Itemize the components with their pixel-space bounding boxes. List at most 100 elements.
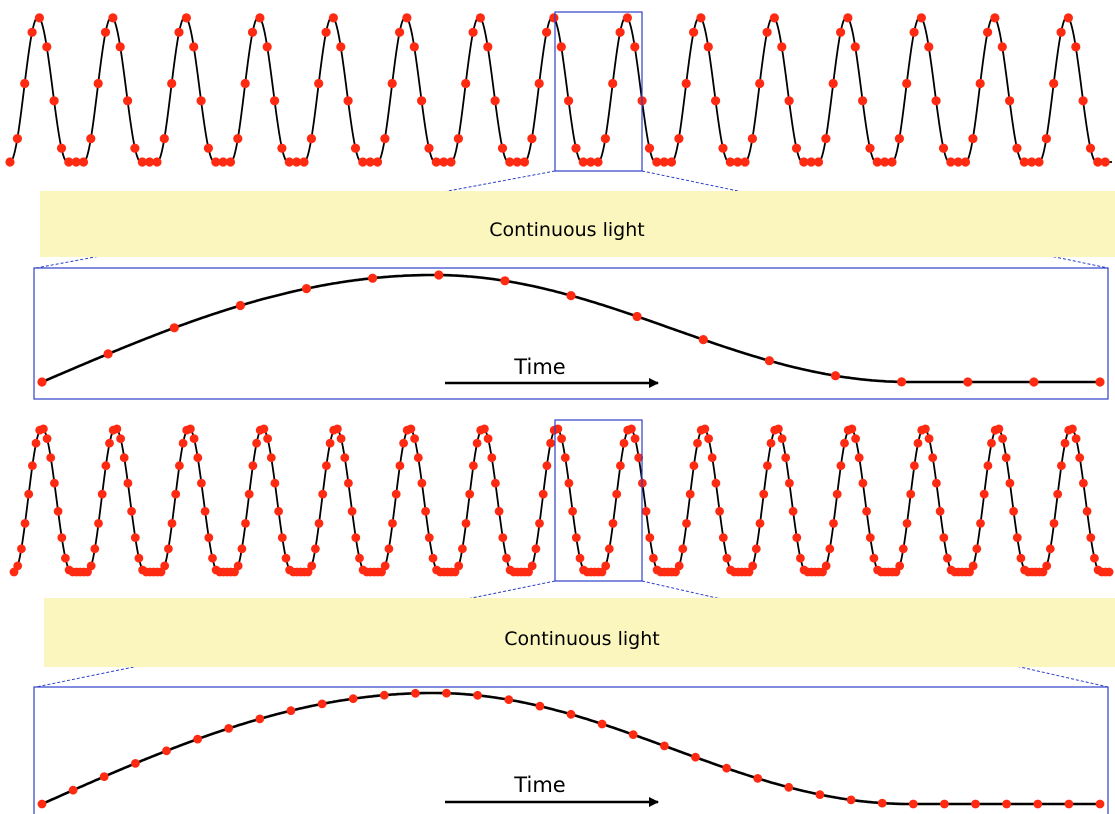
sample-point xyxy=(711,478,721,488)
sample-point xyxy=(674,134,684,144)
sample-point xyxy=(317,699,327,709)
sample-point xyxy=(722,553,732,563)
sample-point xyxy=(224,724,234,733)
sample-point xyxy=(777,434,787,443)
sample-point xyxy=(1045,544,1055,554)
sample-point xyxy=(1027,157,1037,167)
sample-point xyxy=(322,461,331,471)
sample-point xyxy=(37,377,47,387)
sample-point xyxy=(1005,96,1015,106)
sample-point xyxy=(946,157,956,167)
sample-point xyxy=(42,42,52,52)
sample-point xyxy=(252,438,261,448)
sample-point xyxy=(1095,377,1105,387)
sample-point xyxy=(1012,143,1022,153)
sample-point xyxy=(424,143,434,153)
sample-point xyxy=(1100,157,1110,167)
sample-point xyxy=(725,157,735,167)
sample-point xyxy=(491,478,500,488)
sample-point xyxy=(196,96,206,106)
dense-zoom-line xyxy=(41,691,1100,806)
sample-point xyxy=(498,533,508,542)
sample-point xyxy=(759,489,769,499)
sample-point xyxy=(938,143,949,153)
sample-point xyxy=(784,782,794,792)
sample-point xyxy=(718,533,728,542)
sample-point xyxy=(840,438,849,448)
sample-point xyxy=(130,143,140,153)
sample-point xyxy=(159,134,169,144)
sample-point xyxy=(1090,553,1099,563)
sample-point xyxy=(785,478,794,488)
sample-point xyxy=(355,553,364,563)
sample-point xyxy=(333,424,342,434)
sample-point xyxy=(301,284,312,294)
sample-point xyxy=(627,424,636,434)
sample-point xyxy=(20,519,30,528)
dense-selection-box xyxy=(554,419,643,582)
sparse-zoom-curve xyxy=(37,270,1105,387)
sample-point xyxy=(112,424,122,434)
sample-point xyxy=(766,438,776,448)
sample-point xyxy=(902,519,912,528)
sample-point xyxy=(1056,27,1066,37)
sample-point xyxy=(391,489,401,499)
dense-zoom-frame xyxy=(33,686,1109,814)
sample-point xyxy=(902,78,912,89)
sample-point xyxy=(311,544,320,554)
sample-point xyxy=(160,561,170,571)
sample-point xyxy=(134,553,144,563)
sample-point xyxy=(461,78,471,89)
sample-point xyxy=(131,759,140,768)
sample-point xyxy=(266,453,276,463)
sample-point xyxy=(913,438,923,448)
sample-point xyxy=(527,134,537,144)
sample-point xyxy=(424,533,434,542)
sample-point xyxy=(763,461,772,471)
sample-point xyxy=(549,13,559,23)
sample-point xyxy=(1002,799,1011,809)
sample-point xyxy=(953,157,963,167)
sample-point xyxy=(939,533,949,542)
sample-point xyxy=(399,438,408,448)
sample-point xyxy=(813,157,824,167)
sample-point xyxy=(711,96,721,106)
sample-point xyxy=(1071,434,1081,443)
sample-point xyxy=(299,157,309,167)
sample-point xyxy=(37,799,47,809)
sample-point xyxy=(681,78,691,89)
sample-point xyxy=(880,157,890,167)
sample-point xyxy=(446,157,456,167)
sample-point xyxy=(527,561,537,571)
sample-point xyxy=(458,544,467,554)
sample-point xyxy=(53,506,63,516)
sample-point xyxy=(1082,506,1092,516)
sample-point xyxy=(439,157,449,167)
sample-point xyxy=(700,424,710,434)
sample-point xyxy=(181,13,191,23)
sample-point xyxy=(645,533,655,542)
sample-point xyxy=(348,694,358,704)
sample-point xyxy=(815,790,825,799)
sample-point xyxy=(347,506,357,516)
sample-point xyxy=(983,461,993,471)
sample-point xyxy=(388,519,397,528)
sample-point xyxy=(531,544,541,554)
sample-point xyxy=(174,27,184,37)
sample-point xyxy=(292,157,302,167)
sample-point xyxy=(674,561,684,571)
sample-point xyxy=(693,438,702,448)
sample-point xyxy=(475,13,485,23)
sample-point xyxy=(571,143,581,153)
sample-point xyxy=(652,157,662,167)
sample-point xyxy=(127,506,136,516)
sample-point xyxy=(774,424,783,434)
sample-point xyxy=(442,688,451,698)
time-label: Time xyxy=(513,355,565,379)
sample-point xyxy=(5,157,15,167)
sample-point xyxy=(277,533,287,542)
sample-point xyxy=(601,561,611,571)
sample-point xyxy=(689,27,699,37)
sample-point xyxy=(119,453,129,463)
